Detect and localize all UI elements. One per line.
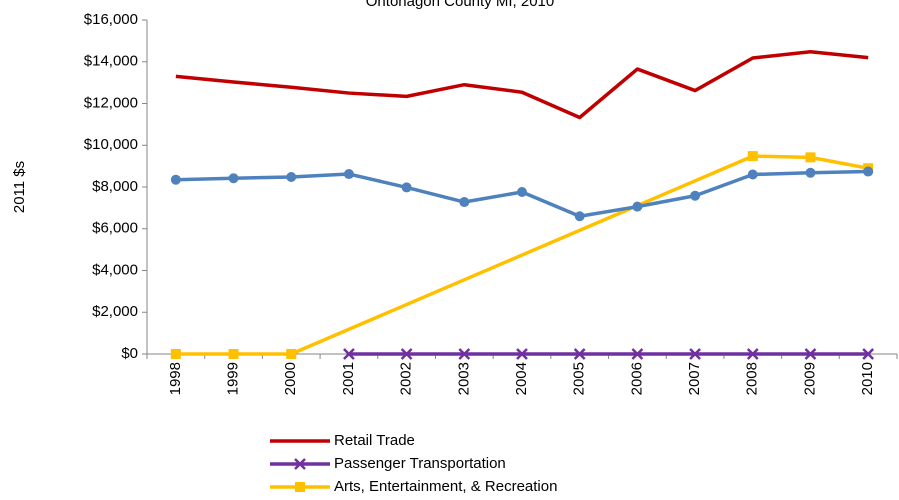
- x-tick-label: 2000: [282, 362, 299, 395]
- marker: [517, 187, 527, 198]
- legend-marker: [294, 458, 306, 470]
- marker: [516, 348, 528, 360]
- marker: [631, 348, 644, 360]
- y-tick-label: $4,000: [92, 261, 138, 278]
- x-tick-label: 2006: [628, 362, 645, 395]
- marker: [228, 173, 239, 184]
- x-tick-label: 2010: [859, 362, 876, 395]
- x-tick-label: 1999: [225, 362, 242, 395]
- marker: [805, 167, 816, 178]
- marker: [746, 348, 759, 360]
- legend-label: Passenger Transportation: [334, 455, 506, 472]
- legend-marker: [295, 482, 305, 492]
- legend-label: Arts, Entertainment, & Recreation: [334, 478, 557, 495]
- marker: [170, 349, 181, 359]
- y-tick-label: $8,000: [92, 178, 138, 195]
- marker: [228, 349, 239, 359]
- marker: [747, 169, 758, 180]
- y-tick-label: $12,000: [84, 94, 138, 111]
- marker: [343, 169, 354, 180]
- legend-label: Retail Trade: [334, 432, 415, 449]
- x-tick-label: 2007: [686, 362, 703, 395]
- y-axis-label: 2011 $s: [11, 161, 28, 213]
- x-tick-label: 2009: [801, 362, 818, 395]
- y-tick-label: $0: [121, 345, 138, 362]
- marker: [804, 348, 817, 360]
- x-tick-label: 2002: [398, 362, 415, 395]
- marker: [458, 348, 471, 360]
- marker: [632, 201, 643, 212]
- y-tick-label: $2,000: [92, 303, 138, 320]
- series-line: [175, 49, 869, 120]
- x-tick-label: 2004: [513, 362, 530, 395]
- marker: [574, 211, 585, 222]
- x-tick-label: 2001: [340, 362, 357, 395]
- marker: [690, 190, 701, 201]
- marker: [170, 174, 181, 185]
- x-tick-label: 2003: [455, 362, 472, 395]
- marker: [573, 348, 586, 360]
- marker: [401, 182, 412, 193]
- marker: [863, 166, 874, 177]
- marker: [459, 197, 470, 208]
- y-tick-label: $16,000: [84, 11, 138, 28]
- marker: [689, 348, 701, 360]
- marker: [343, 348, 355, 360]
- marker: [862, 348, 875, 360]
- marker: [805, 152, 816, 163]
- y-tick-label: $14,000: [84, 53, 138, 70]
- y-tick-label: $6,000: [92, 220, 138, 237]
- marker: [400, 348, 413, 360]
- marker: [747, 151, 758, 162]
- x-tick-label: 1998: [167, 362, 184, 395]
- marker: [286, 171, 297, 182]
- x-tick-label: 2005: [571, 362, 588, 395]
- gap-connector: [290, 154, 754, 356]
- y-tick-label: $10,000: [84, 136, 138, 153]
- chart-title: Ontonagon County MI, 2010: [366, 0, 554, 10]
- marker: [286, 349, 297, 359]
- x-tick-label: 2008: [744, 362, 761, 395]
